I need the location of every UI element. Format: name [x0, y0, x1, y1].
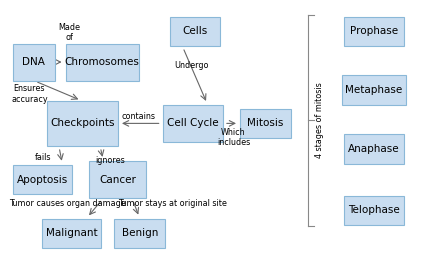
Text: Which
includes: Which includes — [217, 128, 250, 147]
Text: fails: fails — [35, 153, 51, 162]
Text: Telophase: Telophase — [348, 205, 400, 215]
FancyBboxPatch shape — [114, 219, 165, 248]
FancyBboxPatch shape — [240, 109, 291, 138]
Text: Cancer: Cancer — [99, 175, 136, 185]
FancyBboxPatch shape — [344, 196, 404, 225]
Text: DNA: DNA — [23, 57, 45, 67]
Text: Cell Cycle: Cell Cycle — [167, 118, 218, 128]
FancyBboxPatch shape — [66, 43, 139, 81]
Text: Benign: Benign — [122, 228, 158, 238]
Text: Apoptosis: Apoptosis — [17, 175, 68, 185]
Text: Made
of: Made of — [58, 23, 80, 42]
Text: contains: contains — [121, 113, 155, 122]
FancyBboxPatch shape — [13, 165, 73, 194]
Text: Checkpoints: Checkpoints — [50, 118, 115, 128]
FancyBboxPatch shape — [344, 134, 404, 164]
Text: Tumor causes organ damage: Tumor causes organ damage — [10, 199, 126, 208]
Text: Tumor stays at original site: Tumor stays at original site — [118, 199, 227, 208]
FancyBboxPatch shape — [13, 43, 55, 81]
Text: Metaphase: Metaphase — [345, 85, 403, 95]
FancyBboxPatch shape — [342, 76, 406, 105]
FancyBboxPatch shape — [170, 17, 221, 46]
Text: Mitosis: Mitosis — [248, 118, 284, 128]
Text: Ensures
accuracy: Ensures accuracy — [11, 84, 48, 104]
Text: ignores: ignores — [95, 156, 125, 165]
Text: Cells: Cells — [183, 26, 208, 36]
FancyBboxPatch shape — [344, 17, 404, 46]
Text: Prophase: Prophase — [350, 26, 398, 36]
FancyBboxPatch shape — [42, 219, 101, 248]
Text: 4 stages of mitosis: 4 stages of mitosis — [315, 82, 324, 158]
Text: Undergo: Undergo — [174, 61, 209, 70]
FancyBboxPatch shape — [47, 101, 118, 146]
Text: Anaphase: Anaphase — [348, 144, 400, 154]
FancyBboxPatch shape — [163, 105, 222, 142]
Text: Malignant: Malignant — [46, 228, 97, 238]
FancyBboxPatch shape — [89, 161, 147, 198]
Text: Chromosomes: Chromosomes — [65, 57, 140, 67]
